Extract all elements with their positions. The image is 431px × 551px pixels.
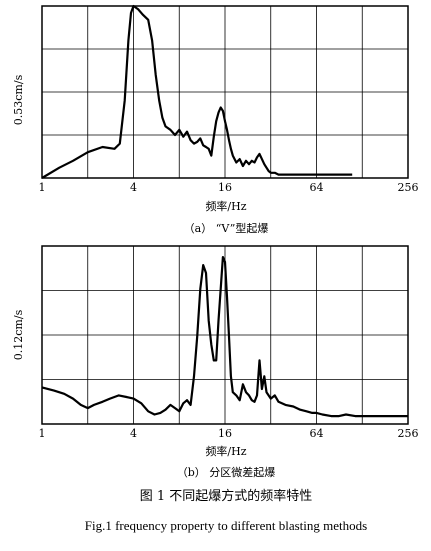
- chart-a-xtick-label: 4: [130, 181, 137, 194]
- chart-b: 1 4 16 64 256 0.12cm/s 频率/Hz （b） 分区微差起爆: [12, 245, 419, 479]
- chart-b-series-line: [41, 256, 408, 418]
- chart-a-grid: [42, 6, 408, 178]
- chart-a-xlabel: 频率/Hz: [205, 199, 246, 213]
- chart-b-grid: [42, 246, 408, 424]
- chart-a-xtick-label: 256: [398, 181, 419, 194]
- chart-b-ylabel: 0.12cm/s: [12, 309, 25, 360]
- chart-a-ylabel: 0.53cm/s: [12, 74, 25, 125]
- chart-b-xtick-label: 1: [39, 427, 46, 440]
- chart-a-series-line: [41, 4, 353, 179]
- chart-a-tick-labels: 1 4 16 64 256: [39, 181, 419, 194]
- chart-a-xtick-label: 1: [39, 181, 46, 194]
- chart-b-subtitle: （b） 分区微差起爆: [177, 465, 276, 479]
- figure-caption-cn: 图 1 不同起爆方式的频率特性: [140, 488, 313, 504]
- chart-a: 1 4 16 64 256 0.53cm/s 频率/Hz （a） “V”型起爆: [12, 4, 419, 235]
- chart-b-xtick-label: 256: [398, 427, 419, 440]
- chart-b-xlabel: 频率/Hz: [205, 444, 246, 458]
- chart-a-subtitle: （a） “V”型起爆: [184, 221, 269, 235]
- chart-b-tick-labels: 1 4 16 64 256: [39, 427, 419, 440]
- figure-caption-en: Fig.1 frequency property to different bl…: [85, 518, 367, 533]
- chart-b-xtick-label: 4: [130, 427, 137, 440]
- chart-a-xtick-label: 64: [310, 181, 324, 194]
- chart-a-xtick-label: 16: [218, 181, 232, 194]
- chart-b-xtick-label: 64: [310, 427, 324, 440]
- chart-b-xtick-label: 16: [218, 427, 232, 440]
